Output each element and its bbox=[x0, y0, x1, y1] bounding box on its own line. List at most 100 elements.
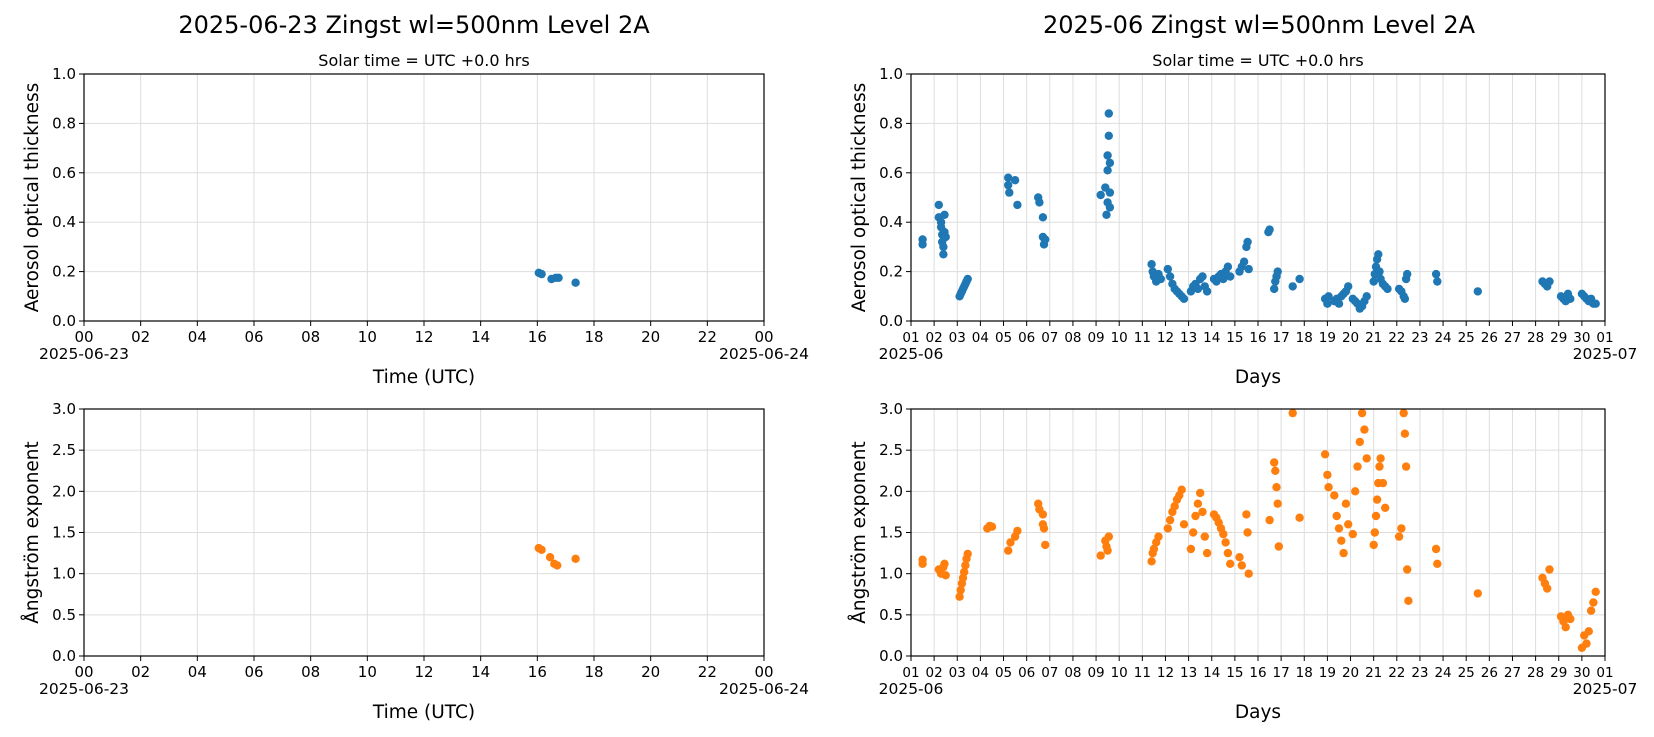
chart-subtitle: Solar time = UTC +0.0 hrs bbox=[1152, 51, 1363, 70]
data-point bbox=[1362, 292, 1371, 301]
y-tick-label: 1.0 bbox=[52, 65, 76, 83]
data-point bbox=[963, 274, 972, 284]
x-tick-label: 06 bbox=[1018, 330, 1035, 346]
data-point bbox=[960, 567, 969, 577]
y-tick-label: 2.0 bbox=[879, 482, 903, 500]
y-tick-label: 2.5 bbox=[879, 441, 903, 459]
y-tick-label: 1.0 bbox=[879, 565, 903, 583]
data-point bbox=[1566, 294, 1575, 303]
y-tick-label: 0.0 bbox=[879, 312, 903, 330]
x-tick-label: 02 bbox=[131, 328, 150, 346]
data-point bbox=[1545, 565, 1554, 574]
data-point bbox=[1193, 499, 1203, 508]
data-point bbox=[1156, 274, 1166, 284]
y-tick-label: 0.0 bbox=[879, 647, 903, 665]
data-point bbox=[1013, 526, 1022, 536]
data-point bbox=[1244, 264, 1253, 274]
x-tick-label: 12 bbox=[1157, 330, 1174, 346]
data-point bbox=[1105, 158, 1115, 168]
data-point bbox=[1320, 450, 1330, 459]
data-point bbox=[1179, 520, 1189, 529]
y-tick-label: 1.5 bbox=[52, 524, 76, 542]
data-point bbox=[1105, 188, 1115, 197]
x-tick-label: 11 bbox=[1134, 330, 1151, 346]
data-point bbox=[1323, 299, 1332, 308]
data-point bbox=[1149, 544, 1159, 554]
x-tick-label: 09 bbox=[1087, 665, 1104, 681]
x-tick-label: 02 bbox=[926, 330, 943, 346]
data-point bbox=[1239, 257, 1249, 266]
data-point bbox=[1096, 551, 1105, 560]
data-point bbox=[571, 554, 580, 563]
x-tick-label: 00 bbox=[754, 328, 773, 346]
data-point bbox=[1401, 462, 1411, 471]
date-right-label: 2025-07 bbox=[1573, 345, 1638, 363]
data-point bbox=[1177, 485, 1186, 494]
data-point bbox=[1584, 627, 1594, 636]
data-point bbox=[1273, 267, 1282, 276]
data-point bbox=[1005, 188, 1014, 197]
x-tick-label: 14 bbox=[1203, 330, 1220, 346]
data-point bbox=[1035, 198, 1044, 207]
data-point bbox=[1244, 569, 1253, 578]
data-point bbox=[1339, 548, 1348, 558]
x-tick-label: 04 bbox=[188, 328, 207, 346]
y-tick-label: 3.0 bbox=[879, 400, 903, 418]
data-point bbox=[1404, 596, 1413, 605]
x-tick-label: 21 bbox=[1365, 665, 1382, 681]
y-tick-label: 0.2 bbox=[879, 263, 903, 281]
x-tick-label: 23 bbox=[1411, 665, 1428, 681]
data-point bbox=[1288, 282, 1297, 291]
date-right-label: 2025-06-24 bbox=[719, 345, 809, 363]
x-tick-label: 01 bbox=[1596, 665, 1613, 681]
data-point bbox=[1147, 260, 1156, 269]
data-point bbox=[1221, 538, 1230, 547]
x-tick-label: 01 bbox=[1596, 330, 1613, 346]
x-tick-label: 18 bbox=[1296, 330, 1313, 346]
data-point bbox=[1330, 491, 1339, 500]
data-point bbox=[1163, 524, 1173, 533]
x-tick-label: 20 bbox=[641, 663, 660, 681]
data-point bbox=[939, 242, 948, 252]
x-tick-label: 28 bbox=[1527, 330, 1544, 346]
data-point bbox=[1348, 529, 1358, 539]
data-point bbox=[1344, 520, 1353, 529]
data-point bbox=[941, 571, 950, 580]
y-tick-label: 1.5 bbox=[879, 524, 903, 542]
x-tick-label: 11 bbox=[1134, 665, 1151, 681]
data-point bbox=[1270, 458, 1279, 467]
data-point bbox=[1274, 542, 1284, 551]
y-axis-label: Ångström exponent bbox=[848, 441, 870, 624]
data-point bbox=[955, 592, 964, 601]
x-tick-label: 08 bbox=[1064, 665, 1081, 681]
x-tick-label: 19 bbox=[1319, 330, 1336, 346]
angstrom-day-panel: 00 02 04 06 08 10 12 14 16 18 20 22 000.00.51.01.52.… bbox=[21, 400, 809, 723]
data-point bbox=[1357, 408, 1367, 418]
data-point bbox=[1473, 589, 1483, 598]
date-left-label: 2025-06 bbox=[879, 345, 944, 363]
data-point bbox=[1104, 109, 1114, 118]
data-point bbox=[1369, 277, 1378, 286]
data-point bbox=[1374, 250, 1383, 259]
data-point bbox=[1013, 200, 1022, 210]
data-point bbox=[1362, 454, 1371, 463]
x-tick-label: 13 bbox=[1180, 330, 1197, 346]
data-point bbox=[1226, 272, 1235, 281]
data-point bbox=[1351, 487, 1360, 496]
y-tick-label: 1.0 bbox=[879, 65, 903, 83]
data-point bbox=[1004, 180, 1013, 190]
data-point bbox=[1038, 213, 1048, 222]
x-tick-label: 12 bbox=[1157, 665, 1174, 681]
x-tick-label: 18 bbox=[584, 328, 603, 346]
x-tick-label: 14 bbox=[1203, 665, 1220, 681]
x-tick-label: 23 bbox=[1411, 330, 1428, 346]
y-tick-label: 0.8 bbox=[52, 114, 76, 132]
data-point bbox=[1334, 299, 1344, 308]
data-point bbox=[1265, 515, 1274, 525]
data-point bbox=[1104, 131, 1114, 140]
data-point bbox=[1337, 536, 1346, 545]
data-point bbox=[1381, 503, 1390, 512]
data-point bbox=[1334, 524, 1344, 533]
x-tick-label: 21 bbox=[1365, 330, 1382, 346]
date-left-label: 2025-06-23 bbox=[39, 345, 129, 363]
